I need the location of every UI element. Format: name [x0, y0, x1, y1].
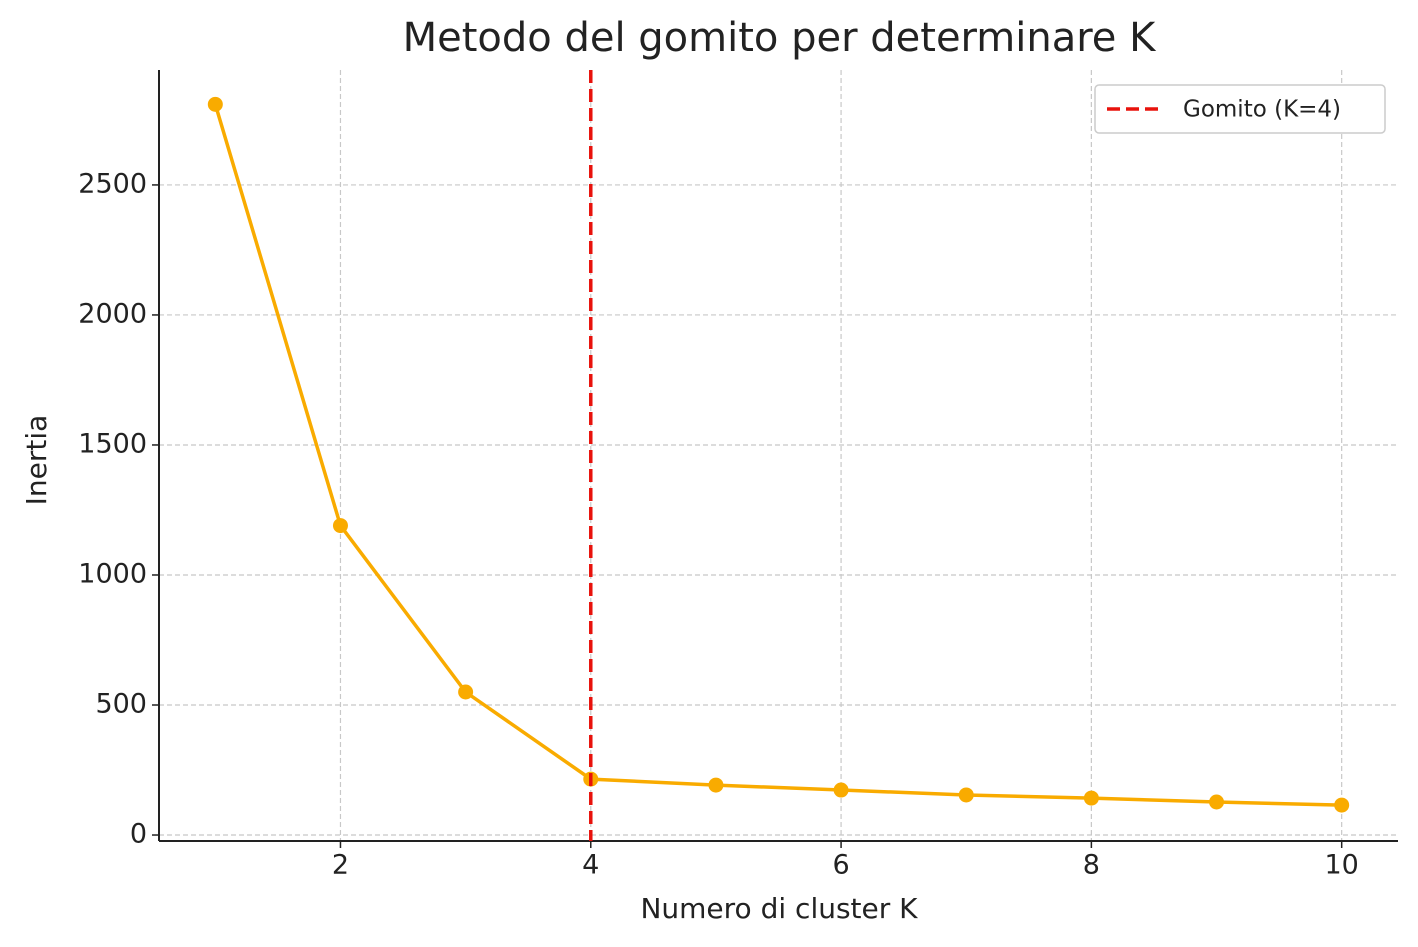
data-point [833, 782, 849, 798]
y-tick-label: 500 [95, 689, 147, 720]
x-axis-label: Numero di cluster K [640, 892, 918, 925]
data-point [708, 777, 724, 793]
y-tick-label: 1500 [78, 428, 147, 459]
data-point [458, 684, 474, 700]
data-point [207, 96, 223, 112]
data-line [213, 103, 1342, 807]
legend-label: Gomito (K=4) [1183, 97, 1341, 123]
x-tick-label: 8 [1083, 850, 1100, 881]
data-point [332, 518, 348, 534]
x-tick-label: 6 [832, 850, 849, 881]
y-tick-label: 2500 [78, 168, 147, 199]
y-axis-label: Inertia [20, 415, 53, 506]
data-point [1209, 794, 1225, 810]
data-point [1334, 797, 1350, 813]
y-tick-label: 1000 [78, 558, 147, 589]
data-point [958, 787, 974, 803]
x-tick-label: 2 [332, 850, 349, 881]
x-tick-label: 4 [582, 850, 599, 881]
x-tick-label: 10 [1325, 850, 1359, 881]
y-tick-label: 0 [130, 819, 147, 850]
data-point [1083, 790, 1099, 806]
y-tick-label: 2000 [78, 298, 147, 329]
legend-box [1094, 84, 1386, 134]
chart-title: Metodo del gomito per determinare K [403, 15, 1158, 61]
